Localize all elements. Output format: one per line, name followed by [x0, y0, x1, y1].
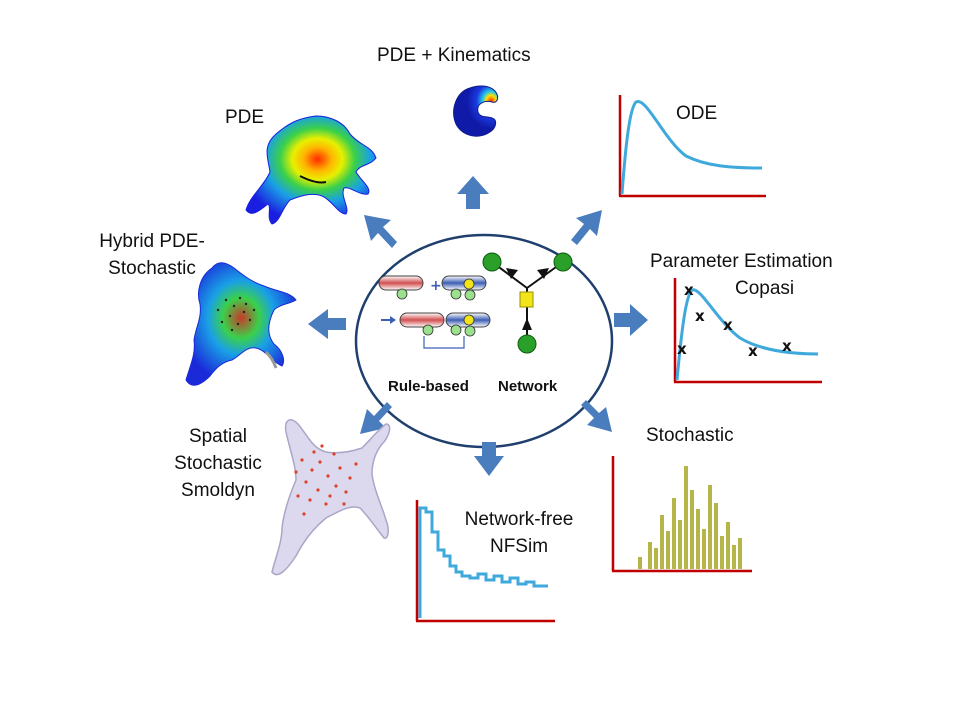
- cell-heatmap-icon: [271, 419, 391, 576]
- data-point-marker: x: [782, 337, 792, 355]
- hybrid-label: Hybrid PDE- Stochastic: [82, 228, 222, 282]
- data-point-marker: x: [695, 307, 705, 325]
- copasi-label: Copasi: [735, 278, 795, 299]
- data-point-marker: x: [723, 316, 733, 334]
- arrow-icon: [474, 442, 504, 476]
- pde-label: PDE: [225, 107, 265, 128]
- data-point-marker: x: [748, 342, 758, 360]
- spatial-label-line-1: Spatial: [188, 426, 248, 447]
- data-point-marker: x: [684, 281, 694, 299]
- spatial-label-line-2: Stochastic: [174, 453, 262, 474]
- spatial-label-line-3: Smoldyn: [181, 480, 255, 501]
- network-label: Network: [498, 378, 558, 395]
- hybrid-label-line-1: Hybrid PDE-: [99, 231, 205, 252]
- network-free-label: Network-free NFSim: [446, 506, 592, 560]
- network-node-icon: [482, 252, 573, 354]
- param-estimation-label: Parameter Estimation: [650, 251, 833, 272]
- cell-heatmap-icon: [245, 115, 377, 225]
- arrow-icon: [308, 309, 346, 339]
- arrow-icon: [364, 215, 397, 248]
- ode-chart: [618, 95, 766, 198]
- cell-heatmap-icon: [185, 262, 297, 386]
- arrow-icon: [457, 176, 489, 209]
- arrow-icon: [571, 210, 602, 245]
- rule-based-icon: +: [378, 275, 491, 349]
- svg-text:+: +: [430, 278, 442, 294]
- network-free-chart: [415, 500, 555, 623]
- hybrid-label-line-2: Stochastic: [108, 258, 196, 279]
- arrow-icon: [614, 304, 648, 336]
- data-point-marker: x: [677, 340, 687, 358]
- crescent-cell-icon: [453, 85, 499, 137]
- network-free-label-line-1: Network-free: [464, 509, 574, 530]
- ode-label: ODE: [676, 103, 718, 124]
- spatial-label: Spatial Stochastic Smoldyn: [158, 423, 278, 504]
- network-free-label-line-2: NFSim: [489, 536, 549, 557]
- arrow-icon: [581, 400, 612, 432]
- param-estimation-chart: [673, 278, 822, 384]
- pde-kinematics-label: PDE + Kinematics: [377, 45, 531, 66]
- stochastic-histogram: [611, 456, 752, 573]
- rule-based-label: Rule-based: [388, 378, 469, 395]
- stochastic-label: Stochastic: [646, 425, 734, 446]
